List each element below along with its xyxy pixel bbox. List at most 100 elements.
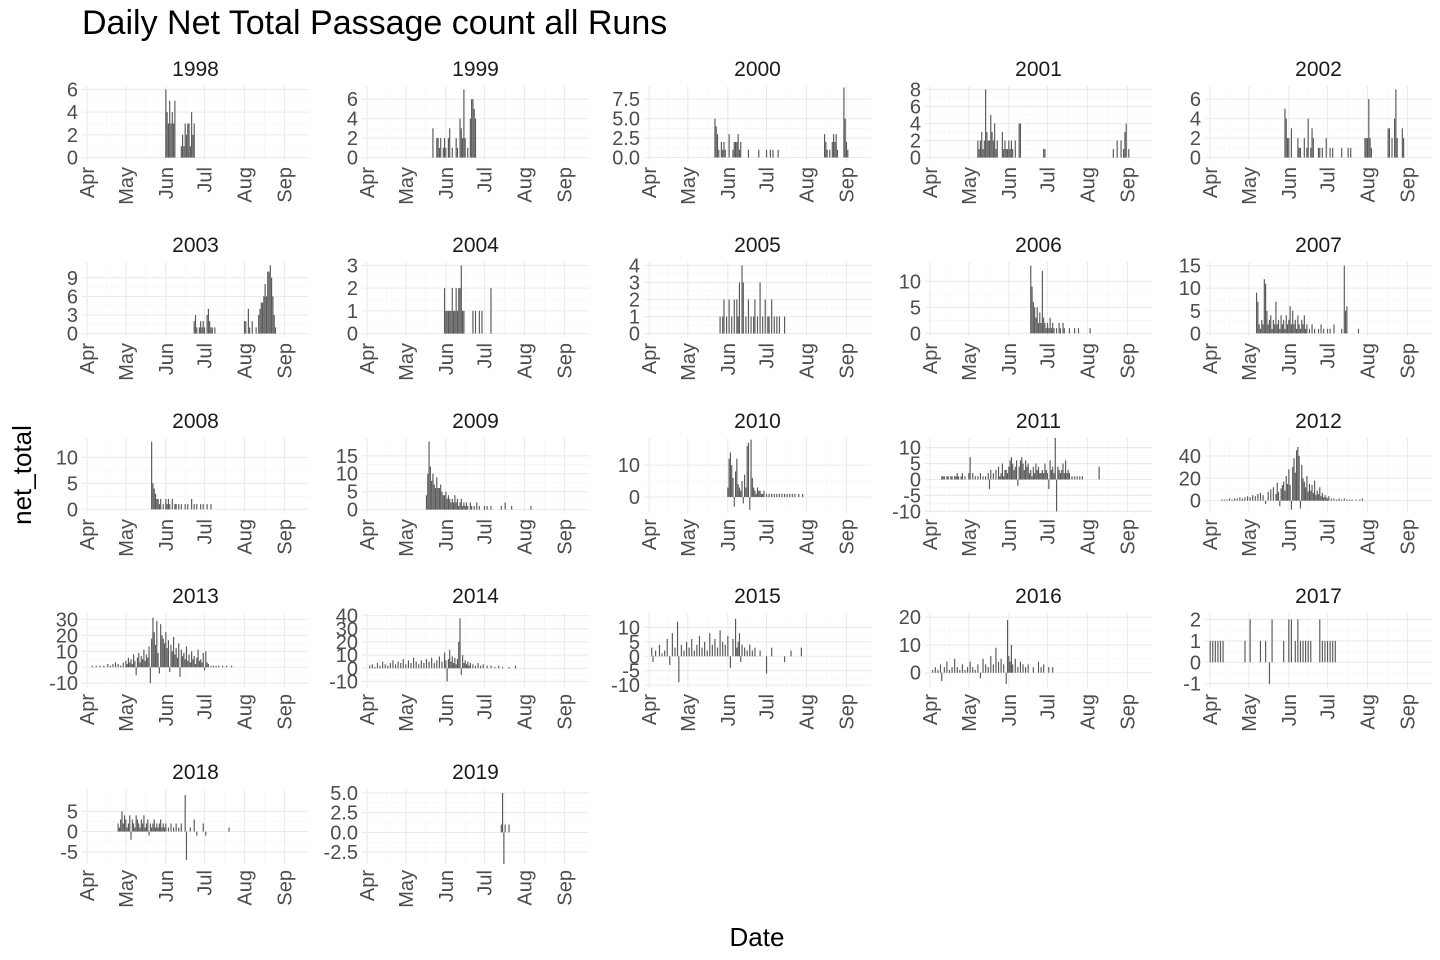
x-tick-label: May — [396, 694, 418, 732]
bar — [1128, 149, 1130, 158]
bar — [737, 134, 739, 158]
bar — [964, 476, 966, 480]
bar — [727, 636, 729, 657]
bar — [1326, 640, 1329, 663]
bar — [371, 664, 373, 669]
bar — [384, 664, 386, 669]
bar — [369, 665, 371, 669]
bar — [1302, 640, 1304, 663]
x-tick-label: May — [1239, 519, 1261, 557]
bar — [843, 87, 845, 158]
y-tick-label: 5.0 — [330, 783, 358, 805]
bar — [731, 316, 733, 334]
bar — [394, 664, 397, 669]
y-tick-label: 2.5 — [330, 803, 358, 825]
bar — [1076, 476, 1078, 480]
y-tick-label: 4 — [629, 255, 640, 277]
bar — [258, 314, 260, 334]
x-tick-label: Aug — [797, 519, 819, 555]
bar — [1123, 149, 1125, 158]
bar — [464, 660, 466, 669]
bar — [1330, 498, 1332, 501]
bar — [158, 823, 160, 832]
bar — [170, 644, 172, 668]
bar — [1236, 498, 1238, 501]
bar — [1039, 473, 1041, 480]
bar — [728, 299, 730, 334]
bar — [955, 476, 957, 480]
bar — [156, 620, 158, 668]
bar — [1065, 460, 1067, 480]
bar — [187, 504, 189, 510]
bar — [1343, 498, 1345, 501]
bar — [790, 650, 792, 657]
bar — [951, 476, 953, 480]
y-tick-label: 6 — [67, 286, 78, 308]
y-tick-label: -10 — [49, 673, 78, 695]
bar — [972, 667, 974, 673]
y-tick-label: 10 — [618, 455, 640, 477]
bar — [987, 667, 989, 673]
bar — [1303, 315, 1305, 334]
bar — [950, 476, 952, 480]
bar — [264, 284, 266, 334]
bar — [771, 299, 773, 334]
facet-panel-2019: 2019 -2.50.02.55.0 Apr May Jun Jul Aug Sep — [324, 761, 589, 908]
x-tick-label: May — [678, 519, 700, 557]
bar — [1043, 473, 1045, 480]
bar — [469, 118, 471, 158]
bar — [486, 506, 488, 510]
bar — [1316, 490, 1318, 501]
bar — [263, 296, 265, 334]
bar — [737, 484, 739, 498]
x-tick-label: Jun — [156, 343, 178, 375]
x-tick-label: Aug — [1078, 694, 1100, 730]
bar — [1345, 310, 1347, 334]
bar — [202, 321, 204, 334]
bar — [148, 646, 150, 668]
bar — [1219, 640, 1222, 663]
bar — [463, 502, 465, 510]
y-tick-label: 3 — [347, 255, 358, 277]
bar — [786, 493, 788, 498]
bar — [158, 667, 160, 674]
bar — [427, 473, 429, 510]
bar — [744, 647, 746, 657]
facet-strip-label: 2004 — [452, 234, 499, 257]
bar — [769, 149, 771, 158]
bar — [200, 504, 202, 510]
bar — [463, 663, 465, 669]
x-tick-label: Apr — [77, 870, 99, 901]
bar — [1292, 310, 1294, 334]
bar — [992, 473, 994, 480]
bar — [1055, 328, 1058, 334]
y-tick-label: 6 — [1190, 89, 1201, 111]
y-tick-label: -10 — [611, 675, 640, 697]
y-axis-title: net_total — [7, 425, 37, 525]
bar — [160, 819, 162, 832]
x-tick-label: Apr — [1200, 343, 1222, 374]
bar — [1315, 495, 1317, 501]
bar — [486, 665, 488, 669]
bar — [990, 114, 992, 158]
y-tick-label: 0 — [67, 324, 78, 346]
x-tick-label: May — [959, 167, 981, 205]
bar — [445, 147, 447, 158]
bar — [1341, 328, 1343, 334]
bar — [120, 819, 122, 832]
bar — [188, 123, 190, 158]
bar — [960, 476, 962, 480]
bar — [508, 666, 510, 669]
bar — [449, 498, 451, 510]
bar — [162, 823, 164, 832]
bar — [191, 112, 193, 158]
bar — [829, 149, 831, 158]
bar — [767, 316, 769, 334]
bar — [1265, 640, 1267, 663]
bar — [144, 827, 146, 832]
bar — [1285, 315, 1287, 334]
bar — [750, 439, 752, 498]
bar — [754, 647, 756, 657]
y-tick-label: 0 — [1190, 148, 1201, 170]
